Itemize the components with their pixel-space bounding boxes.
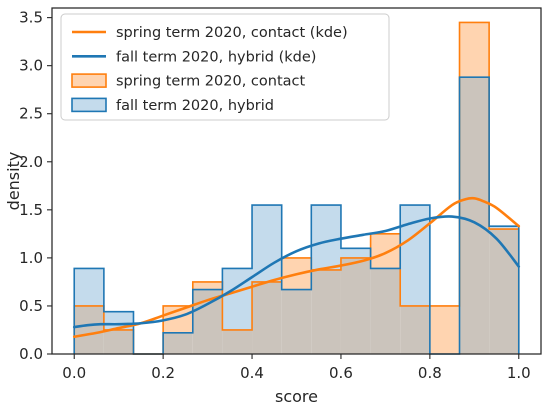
spring-contact-bar <box>192 281 223 290</box>
fall-hybrid-bar <box>74 268 104 306</box>
overlap-bar <box>74 305 104 354</box>
y-tick-label: 3.5 <box>19 9 43 27</box>
fall-hybrid-bar <box>311 205 341 270</box>
legend-spring-hist-swatch <box>71 73 107 88</box>
spring-contact-bar <box>370 233 401 269</box>
y-axis-ticks: 0.0 0.5 1.0 1.5 2.0 2.5 3.0 3.5 <box>19 9 52 363</box>
y-tick-label: 3.0 <box>19 57 43 75</box>
legend-label: spring term 2020, contact <box>116 74 305 90</box>
overlap-bar <box>252 281 282 354</box>
y-tick-label: 2.0 <box>19 153 43 171</box>
y-tick-label: 1.0 <box>19 249 43 267</box>
kde-layer <box>72 196 521 338</box>
legend: spring term 2020, contact (kde) fall term… <box>60 13 390 121</box>
x-tick-label: 0.2 <box>151 364 175 382</box>
y-tick-label: 0.0 <box>19 345 43 363</box>
fall-hybrid-bar <box>489 226 519 230</box>
overlap-bar <box>370 268 401 354</box>
overlap-bar <box>281 289 312 354</box>
spring-contact-kde-line <box>72 196 521 338</box>
spring-contact-bar <box>429 305 460 354</box>
legend-fall-hist-swatch <box>71 97 107 113</box>
overlap-bar <box>340 257 371 354</box>
spring-contact-bar <box>459 22 490 78</box>
plot-frame <box>51 7 542 355</box>
legend-label: fall term 2020, hybrid <box>116 98 274 114</box>
x-tick-label: 0.8 <box>418 364 442 382</box>
fall-hybrid-kde-line <box>72 215 521 329</box>
fall-hybrid-bar <box>252 205 282 282</box>
legend-label: fall term 2020, hybrid (kde) <box>116 49 316 65</box>
legend-box <box>60 13 390 121</box>
x-axis-label: score <box>275 387 318 406</box>
legend-label: spring term 2020, contact (kde) <box>116 25 348 41</box>
overlap-bar <box>400 305 430 354</box>
x-axis-ticks: 0.0 0.2 0.4 0.6 0.8 1.0 <box>62 354 531 382</box>
fall-hybrid-bar <box>222 268 253 330</box>
y-tick-label: 2.5 <box>19 105 43 123</box>
fall-hybrid-bar <box>340 248 371 258</box>
overlap-bar <box>311 269 341 354</box>
overlap-bar <box>103 329 134 354</box>
x-tick-label: 0.6 <box>329 364 353 382</box>
overlap-bar <box>489 229 519 354</box>
x-tick-label: 1.0 <box>507 364 531 382</box>
y-tick-label: 1.5 <box>19 201 43 219</box>
y-axis-label: density <box>4 152 23 211</box>
y-tick-label: 0.5 <box>19 297 43 315</box>
x-tick-label: 0.4 <box>240 364 264 382</box>
overlap-bar <box>459 77 490 354</box>
overlap-bar <box>163 332 193 354</box>
x-tick-label: 0.0 <box>62 364 86 382</box>
overlap-bar <box>222 329 253 354</box>
